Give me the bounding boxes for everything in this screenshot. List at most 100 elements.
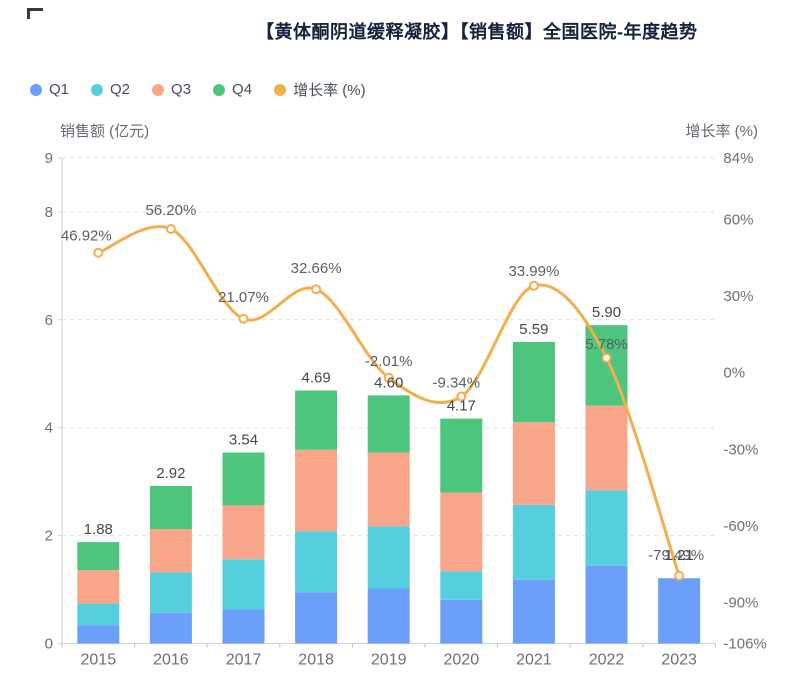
x-category-label: 2018 [298, 652, 334, 669]
left-tick-label: 4 [45, 420, 53, 437]
x-category-label: 2023 [661, 652, 697, 669]
legend-item-q1[interactable]: Q1 [30, 81, 69, 98]
bar-segment-q2-2022[interactable] [585, 490, 628, 566]
growth-point-2022[interactable] [601, 352, 612, 363]
left-tick-label: 9 [45, 150, 53, 167]
growth-point-label: 32.66% [291, 260, 342, 277]
bar-segment-q3-2018[interactable] [295, 449, 338, 532]
bar-segment-q2-2019[interactable] [367, 526, 410, 589]
x-category-label: 2022 [589, 652, 625, 669]
growth-point-2021[interactable] [528, 280, 539, 291]
right-tick-label: 0% [723, 365, 745, 382]
bar-segment-q4-2015[interactable] [77, 542, 120, 571]
x-category-label: 2020 [444, 652, 480, 669]
growth-point-2020[interactable] [456, 391, 467, 402]
bar-segment-q4-2020[interactable] [440, 418, 483, 493]
bar-segment-q1-2022[interactable] [585, 565, 628, 644]
bar-total-label: 2.92 [156, 465, 185, 482]
legend-item-growth-rate[interactable]: 增长率 (%) [274, 79, 366, 100]
legend-item-q2[interactable]: Q2 [91, 81, 130, 98]
bar-segment-q4-2021[interactable] [512, 342, 555, 423]
growth-point-label: 5.78% [585, 336, 628, 353]
x-category-label: 2021 [516, 652, 552, 669]
legend-label: Q3 [171, 81, 192, 98]
bar-total-label: 1.21 [664, 547, 693, 564]
growth-point-label: 46.92% [61, 228, 112, 245]
growth-point-label: -9.34% [433, 375, 481, 392]
bar-segment-q2-2016[interactable] [149, 572, 192, 613]
x-category-label: 2017 [226, 652, 262, 669]
left-tick-label: 8 [45, 204, 53, 221]
bar-segment-q4-2016[interactable] [149, 486, 192, 530]
growth-point-2016[interactable] [165, 224, 176, 234]
bar-segment-q1-2018[interactable] [295, 592, 338, 644]
legend: Q1 Q2 Q3 Q4 增长率 (%) [30, 79, 366, 100]
bar-total-label: 5.59 [519, 321, 548, 338]
right-tick-label: 84% [723, 150, 753, 167]
bar-segment-q2-2021[interactable] [512, 504, 555, 580]
growth-point-2018[interactable] [311, 284, 322, 295]
bar-segment-q1-2023[interactable] [658, 578, 701, 644]
bar-segment-q1-2021[interactable] [512, 579, 555, 644]
bar-total-label: 3.54 [229, 432, 258, 449]
legend-dot [274, 83, 287, 96]
bar-segment-q4-2019[interactable] [367, 395, 410, 453]
left-tick-label: 2 [45, 528, 53, 545]
bar-segment-q4-2018[interactable] [295, 390, 338, 450]
legend-label: 增长率 (%) [293, 82, 366, 99]
growth-point-2017[interactable] [238, 313, 249, 324]
bar-segment-q2-2015[interactable] [77, 603, 120, 626]
bar-segment-q3-2022[interactable] [585, 405, 628, 491]
growth-point-label: 33.99% [508, 263, 559, 280]
corner-mark [27, 8, 43, 19]
bar-segment-q1-2019[interactable] [367, 588, 410, 644]
legend-dot [30, 83, 42, 96]
right-axis-title: 增长率 (%) [685, 123, 759, 140]
bar-segment-q3-2017[interactable] [222, 505, 265, 560]
legend-dot [91, 83, 104, 96]
bar-total-label: 4.60 [374, 374, 403, 391]
bar-segment-q3-2021[interactable] [512, 422, 555, 505]
legend-label: Q1 [49, 81, 70, 98]
bar-total-label: 1.88 [84, 521, 113, 538]
right-tick-label: 30% [723, 288, 753, 305]
bar-segment-q1-2017[interactable] [222, 609, 265, 644]
legend-label: Q2 [110, 81, 131, 98]
bar-segment-q3-2020[interactable] [440, 492, 483, 572]
bar-segment-q3-2019[interactable] [367, 452, 410, 527]
growth-point-2023[interactable] [674, 570, 685, 581]
bar-segment-q2-2018[interactable] [295, 531, 338, 593]
bar-segment-q4-2017[interactable] [222, 452, 265, 506]
bar-total-label: 5.90 [592, 304, 621, 321]
legend-item-q4[interactable]: Q4 [213, 81, 252, 98]
legend-item-q3[interactable]: Q3 [152, 81, 191, 98]
right-tick-label: -90% [723, 595, 758, 612]
bar-segment-q1-2015[interactable] [77, 625, 120, 644]
x-category-label: 2015 [81, 652, 117, 669]
bar-segment-q3-2016[interactable] [149, 529, 192, 573]
bar-segment-q3-2015[interactable] [77, 570, 120, 604]
growth-point-label: -79.49% [648, 547, 704, 564]
growth-point-2019[interactable] [383, 372, 394, 383]
growth-point-label: 21.07% [218, 289, 269, 306]
right-tick-label: -30% [723, 441, 758, 458]
growth-point-2015[interactable] [93, 247, 104, 258]
growth-point-label: -2.01% [365, 353, 413, 370]
bar-segment-q2-2020[interactable] [440, 571, 483, 600]
bar-segment-q2-2017[interactable] [222, 559, 265, 610]
legend-dot [152, 83, 165, 96]
left-tick-label: 0 [45, 636, 53, 653]
left-axis-title: 销售额 (亿元) [60, 123, 150, 140]
right-tick-label: -60% [723, 518, 758, 535]
legend-label: Q4 [232, 81, 253, 98]
right-tick-label: -106% [723, 636, 766, 653]
bar-total-label: 4.17 [447, 398, 476, 415]
bar-segment-q1-2020[interactable] [440, 599, 483, 644]
legend-dot [213, 83, 226, 96]
left-tick-label: 6 [45, 312, 53, 329]
x-category-label: 2016 [153, 652, 189, 669]
bar-segment-q1-2016[interactable] [149, 612, 192, 644]
right-tick-label: 60% [723, 211, 753, 228]
